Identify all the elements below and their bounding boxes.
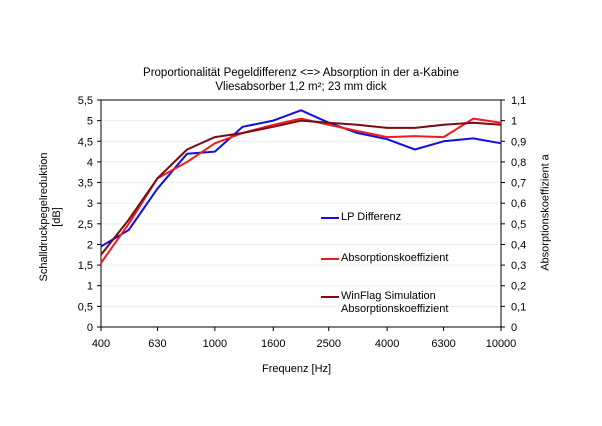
y-right-tick-label: 0,1: [511, 301, 526, 313]
y-left-tick-label: 1: [87, 281, 93, 293]
y-axis-title-left-line2: [dB]: [51, 207, 63, 227]
y-right-tick-label: 1: [511, 116, 517, 128]
y-axis-title-left-line1: Schalldruckpegelreduktion: [38, 152, 50, 282]
y-right-tick-label: 0,6: [511, 198, 526, 210]
y-right-tick-label: 0,4: [511, 239, 526, 251]
legend-swatch-absorptionskoeffizient: [321, 258, 339, 260]
y-left-tick-label: 3: [87, 198, 93, 210]
y-right-tick-label: 0,7: [511, 178, 526, 190]
chart-title: Proportionalität Pegeldifferenz <=> Abso…: [143, 67, 459, 79]
y-right-tick-label: 0,2: [511, 281, 526, 293]
y-left-tick-label: 4,5: [78, 136, 93, 148]
x-tick-label: 400: [92, 338, 110, 350]
series-line-2: [100, 119, 502, 256]
x-tick-label: 10000: [486, 338, 517, 350]
y-left-tick-label: 0,5: [78, 301, 93, 313]
chart-subtitle: Vliesabsorber 1,2 m²; 23 mm dick: [215, 81, 387, 93]
legend-swatch-winflag: [321, 296, 339, 298]
series-line-1: [100, 117, 502, 264]
legend-label-winflag: WinFlag Simulation Absorptionskoeffizien…: [341, 290, 449, 315]
y-left-tick-label: 2: [87, 239, 93, 251]
x-tick-label: 1600: [261, 338, 285, 350]
x-tick-label: 630: [148, 338, 166, 350]
y-left-tick-label: 5: [87, 116, 93, 128]
legend-swatch-lp-differenz: [321, 217, 339, 219]
y-axis-title-left: Schalldruckpegelreduktion [dB]: [38, 142, 64, 292]
y-axis-title-right: Absorptionskoeffizient a: [539, 154, 552, 271]
x-tick-label: 4000: [375, 338, 399, 350]
y-right-tick-label: 0,3: [511, 260, 526, 272]
y-right-tick-label: 0,5: [511, 219, 526, 231]
plot-area: [100, 99, 502, 328]
y-right-tick-label: 0: [511, 322, 517, 334]
x-axis-title: Frequenz [Hz]: [262, 363, 332, 375]
x-tick-label: 2500: [316, 338, 340, 350]
y-left-tick-label: 4: [87, 157, 93, 169]
x-tick-label: 6300: [431, 338, 455, 350]
y-left-tick-label: 3,5: [78, 178, 93, 190]
legend-label-absorptionskoeffizient: Absorptionskoeffizient: [341, 252, 449, 264]
x-tick-label: 1000: [203, 338, 227, 350]
y-left-tick-label: 2,5: [78, 219, 93, 231]
y-left-tick-label: 0: [87, 322, 93, 334]
legend-label-lp-differenz: LP Differenz: [341, 211, 402, 223]
y-right-tick-label: 0,9: [511, 136, 526, 148]
y-right-tick-label: 0,8: [511, 157, 526, 169]
y-left-tick-label: 5,5: [78, 95, 93, 107]
series-line-0: [100, 109, 502, 248]
y-left-tick-label: 1,5: [78, 260, 93, 272]
y-right-tick-label: 1,1: [511, 95, 526, 107]
